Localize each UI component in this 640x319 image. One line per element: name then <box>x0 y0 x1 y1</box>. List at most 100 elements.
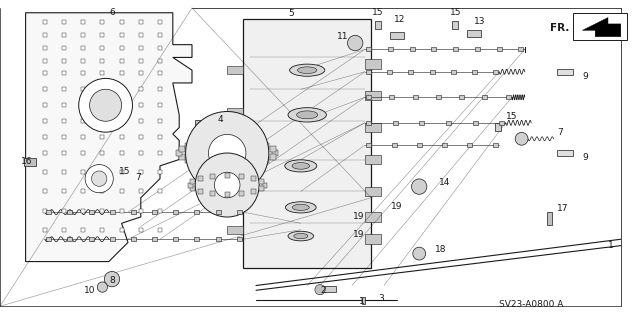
Bar <box>431 48 436 51</box>
Text: 2: 2 <box>321 286 326 295</box>
Text: 19: 19 <box>353 212 364 221</box>
Bar <box>573 13 627 40</box>
Bar <box>451 70 456 74</box>
Ellipse shape <box>289 64 325 76</box>
Bar <box>410 48 415 51</box>
Bar <box>211 191 216 196</box>
Bar <box>158 71 162 75</box>
Bar <box>139 20 143 24</box>
Text: 9: 9 <box>583 153 588 162</box>
Text: 3: 3 <box>378 294 383 303</box>
Bar <box>392 143 397 147</box>
Bar <box>139 189 143 193</box>
Bar <box>139 119 143 123</box>
Bar <box>227 66 243 74</box>
Bar <box>43 87 47 91</box>
Ellipse shape <box>292 204 309 211</box>
Bar <box>417 143 422 147</box>
Bar <box>239 191 244 196</box>
Circle shape <box>348 35 363 51</box>
Bar <box>46 210 51 214</box>
Bar <box>88 210 93 214</box>
Bar <box>495 123 501 131</box>
Bar <box>506 95 511 99</box>
Bar <box>237 210 242 214</box>
Bar <box>173 237 178 241</box>
Bar <box>493 143 498 147</box>
Bar <box>499 121 504 125</box>
Bar <box>243 19 371 268</box>
Bar <box>81 20 85 24</box>
Bar <box>139 151 143 155</box>
Text: 15: 15 <box>506 112 518 121</box>
Bar <box>139 46 143 50</box>
Bar <box>158 135 162 139</box>
Bar <box>158 228 162 232</box>
Bar <box>429 70 435 74</box>
Bar <box>493 70 498 74</box>
Bar <box>139 71 143 75</box>
Bar <box>186 157 191 163</box>
Bar <box>139 209 143 212</box>
Bar <box>120 209 124 212</box>
Bar <box>365 212 381 222</box>
Bar <box>453 48 458 51</box>
Text: FR.: FR. <box>550 23 570 33</box>
Bar <box>100 151 104 155</box>
Bar <box>100 228 104 232</box>
Text: 13: 13 <box>474 17 486 26</box>
Bar <box>100 59 104 63</box>
Bar <box>100 103 104 107</box>
Bar <box>272 150 278 156</box>
Text: 17: 17 <box>557 204 569 213</box>
Bar <box>263 157 269 163</box>
Bar <box>43 59 47 63</box>
Bar <box>419 121 424 125</box>
Bar <box>158 189 162 193</box>
Bar <box>120 46 124 50</box>
Bar <box>120 170 124 174</box>
Bar <box>158 151 162 155</box>
Bar <box>43 189 47 193</box>
Bar <box>43 71 47 75</box>
Bar <box>81 189 85 193</box>
Bar <box>216 210 221 214</box>
Bar <box>436 95 441 99</box>
Text: 7: 7 <box>135 173 140 182</box>
Circle shape <box>315 285 325 295</box>
Text: 19: 19 <box>353 230 364 239</box>
Bar <box>62 71 66 75</box>
Bar <box>100 119 104 123</box>
Bar <box>557 69 573 75</box>
Bar <box>139 228 143 232</box>
Bar <box>100 135 104 139</box>
Bar <box>262 182 267 188</box>
Bar <box>365 187 381 196</box>
Circle shape <box>92 171 107 186</box>
Text: 5: 5 <box>289 9 294 18</box>
Circle shape <box>515 132 528 145</box>
Bar <box>152 210 157 214</box>
Bar <box>227 226 243 234</box>
Bar <box>62 209 66 212</box>
Bar <box>227 149 243 157</box>
Bar <box>81 87 85 91</box>
Bar <box>81 135 85 139</box>
Bar <box>270 154 276 160</box>
Bar <box>100 209 104 212</box>
Circle shape <box>214 172 240 198</box>
Bar <box>62 33 66 37</box>
Circle shape <box>85 165 113 193</box>
Bar <box>24 158 36 166</box>
Bar <box>191 186 195 191</box>
Bar <box>62 119 66 123</box>
Bar <box>62 46 66 50</box>
Bar <box>139 170 143 174</box>
Bar <box>196 140 202 146</box>
Bar <box>43 33 47 37</box>
Bar <box>139 59 143 63</box>
Text: 4: 4 <box>218 115 223 124</box>
Bar <box>259 186 264 191</box>
Circle shape <box>104 271 120 287</box>
Bar <box>100 71 104 75</box>
